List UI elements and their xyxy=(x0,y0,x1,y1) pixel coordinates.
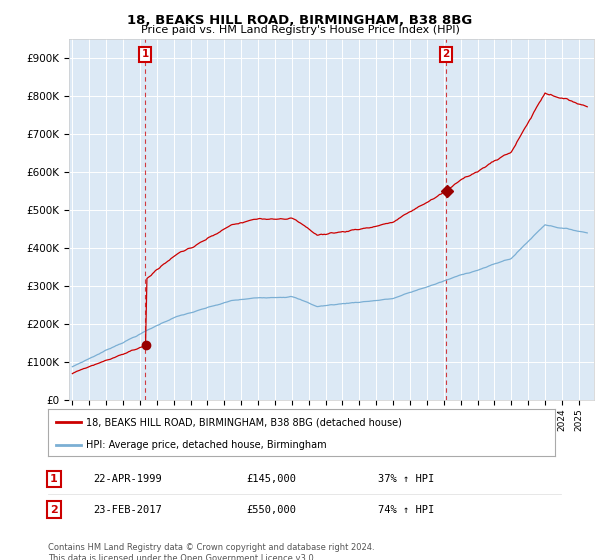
Text: 22-APR-1999: 22-APR-1999 xyxy=(93,474,162,484)
Text: 1: 1 xyxy=(142,49,149,59)
Text: £550,000: £550,000 xyxy=(246,505,296,515)
Text: 2: 2 xyxy=(442,49,450,59)
Text: 18, BEAKS HILL ROAD, BIRMINGHAM, B38 8BG: 18, BEAKS HILL ROAD, BIRMINGHAM, B38 8BG xyxy=(127,14,473,27)
Text: 1: 1 xyxy=(50,474,58,484)
Text: 37% ↑ HPI: 37% ↑ HPI xyxy=(378,474,434,484)
Text: Contains HM Land Registry data © Crown copyright and database right 2024.
This d: Contains HM Land Registry data © Crown c… xyxy=(48,543,374,560)
Text: 23-FEB-2017: 23-FEB-2017 xyxy=(93,505,162,515)
Text: 74% ↑ HPI: 74% ↑ HPI xyxy=(378,505,434,515)
Text: £145,000: £145,000 xyxy=(246,474,296,484)
Text: Price paid vs. HM Land Registry's House Price Index (HPI): Price paid vs. HM Land Registry's House … xyxy=(140,25,460,35)
Text: 2: 2 xyxy=(50,505,58,515)
Text: 18, BEAKS HILL ROAD, BIRMINGHAM, B38 8BG (detached house): 18, BEAKS HILL ROAD, BIRMINGHAM, B38 8BG… xyxy=(86,417,402,427)
Text: HPI: Average price, detached house, Birmingham: HPI: Average price, detached house, Birm… xyxy=(86,440,326,450)
